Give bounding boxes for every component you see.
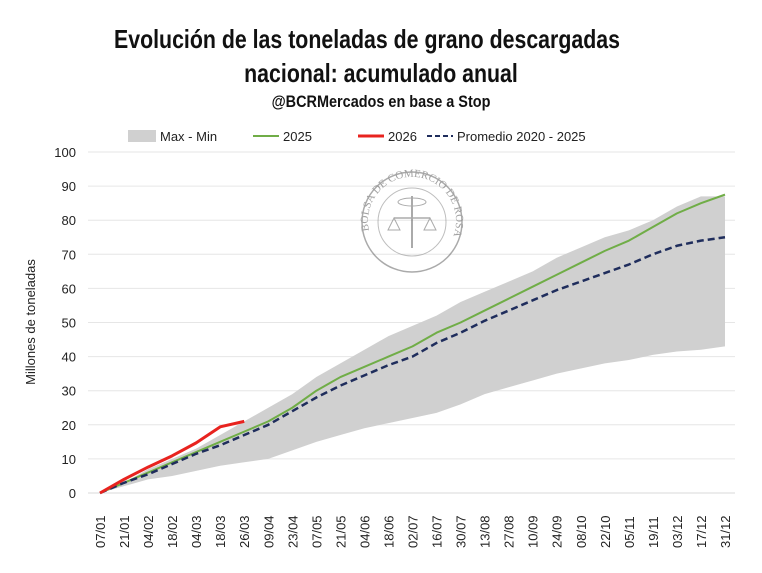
chart-title-line2: nacional: acumulado anual	[244, 58, 518, 88]
legend-swatch-band	[128, 130, 156, 142]
y-tick-label: 60	[62, 281, 76, 296]
legend-label: 2025	[283, 129, 312, 144]
y-tick-label: 80	[62, 213, 76, 228]
x-tick-label: 02/07	[406, 515, 421, 548]
x-tick-label: 19/11	[646, 516, 661, 548]
x-tick-label: 22/10	[598, 515, 613, 548]
x-tick-label: 09/04	[261, 515, 276, 548]
x-tick-label: 31/12	[718, 515, 733, 548]
y-tick-label: 40	[62, 350, 76, 365]
x-tick-label: 24/09	[550, 515, 565, 548]
y-tick-label: 90	[62, 179, 76, 194]
series-line-2025	[99, 193, 726, 494]
series-line-2026	[99, 419, 245, 495]
x-tick-label: 04/06	[357, 515, 372, 548]
y-tick-label: 30	[62, 384, 76, 399]
band-area	[100, 196, 725, 493]
legend-label: Max - Min	[160, 129, 217, 144]
x-tick-label: 21/05	[333, 515, 348, 548]
x-tick-label: 05/11	[622, 516, 637, 548]
x-tick-label: 10/09	[526, 515, 541, 548]
y-axis-label: Millones de toneladas	[23, 259, 38, 385]
legend: Max - Min 2025 2026 Promedio 2020 - 2025	[128, 129, 586, 144]
x-tick-label: 23/04	[285, 515, 300, 548]
x-tick-label: 07/05	[309, 515, 324, 548]
chart-title: Evolución de las toneladas de grano desc…	[114, 24, 620, 54]
legend-label: 2026	[388, 129, 417, 144]
x-tick-label: 18/06	[381, 515, 396, 548]
x-tick-label: 18/02	[165, 515, 180, 548]
max-min-band	[100, 196, 725, 493]
x-tick-label: 21/01	[117, 515, 132, 548]
x-tick-label: 16/07	[430, 515, 445, 548]
x-tick-label: 18/03	[213, 515, 228, 548]
legend-label: Promedio 2020 - 2025	[457, 129, 586, 144]
y-tick-label: 20	[62, 418, 76, 433]
x-tick-label: 26/03	[237, 515, 252, 548]
series-line-promedio-2020-2025	[99, 236, 726, 495]
x-tick-label: 07/01	[93, 515, 108, 548]
x-tick-label: 03/12	[670, 515, 685, 548]
x-tick-label: 30/07	[454, 515, 469, 548]
x-tick-label: 08/10	[574, 515, 589, 548]
chart-subtitle: @BCRMercados en base a Stop	[271, 92, 491, 111]
x-tick-label: 27/08	[502, 515, 517, 548]
y-tick-label: 0	[69, 486, 76, 501]
y-tick-label: 100	[54, 145, 76, 160]
y-tick-label: 10	[62, 452, 76, 467]
y-tick-label: 70	[62, 247, 76, 262]
y-tick-label: 50	[62, 316, 76, 331]
x-tick-label: 17/12	[694, 515, 709, 548]
x-tick-label: 04/02	[141, 515, 156, 548]
x-tick-label: 13/08	[478, 515, 493, 548]
x-tick-label: 04/03	[189, 515, 204, 548]
